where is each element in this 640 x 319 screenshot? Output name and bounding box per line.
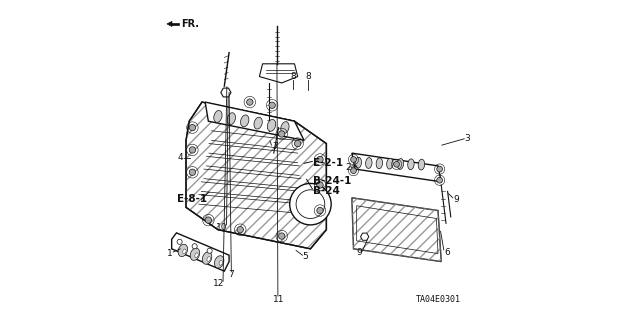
Ellipse shape (182, 249, 186, 254)
Polygon shape (167, 21, 172, 26)
Circle shape (189, 147, 196, 153)
Text: 1: 1 (167, 249, 173, 258)
Circle shape (278, 233, 285, 239)
Text: 8: 8 (305, 72, 311, 81)
Polygon shape (172, 233, 229, 271)
Circle shape (436, 177, 442, 183)
Circle shape (351, 168, 356, 174)
Polygon shape (221, 88, 231, 97)
Text: E-8-1: E-8-1 (177, 194, 207, 204)
Ellipse shape (195, 253, 198, 257)
Text: 4: 4 (177, 153, 183, 162)
Circle shape (394, 161, 399, 167)
Text: 8: 8 (290, 72, 296, 81)
Circle shape (189, 124, 196, 131)
Text: E-2-1: E-2-1 (313, 158, 343, 168)
Ellipse shape (387, 158, 393, 169)
Text: 12: 12 (213, 279, 224, 288)
Circle shape (278, 131, 285, 137)
Ellipse shape (365, 158, 372, 168)
Text: 3: 3 (465, 134, 470, 143)
Text: 9: 9 (454, 195, 460, 204)
Ellipse shape (408, 159, 414, 170)
Ellipse shape (219, 261, 223, 265)
Circle shape (294, 140, 301, 147)
Ellipse shape (214, 110, 222, 122)
Circle shape (290, 183, 331, 225)
Polygon shape (205, 102, 304, 140)
Ellipse shape (241, 115, 249, 127)
Ellipse shape (227, 113, 236, 125)
Circle shape (237, 226, 243, 233)
Circle shape (246, 99, 253, 105)
Ellipse shape (202, 252, 212, 264)
Ellipse shape (397, 159, 404, 169)
Ellipse shape (214, 256, 224, 268)
Circle shape (317, 207, 323, 214)
Text: 7: 7 (272, 142, 278, 151)
Circle shape (192, 244, 197, 249)
Text: 9: 9 (356, 248, 362, 256)
Text: 11: 11 (273, 295, 285, 304)
Polygon shape (352, 198, 441, 262)
Polygon shape (352, 153, 441, 182)
Circle shape (317, 156, 323, 163)
Circle shape (436, 166, 442, 172)
Polygon shape (360, 233, 369, 240)
Circle shape (351, 157, 356, 162)
Ellipse shape (254, 117, 262, 129)
Ellipse shape (207, 257, 211, 261)
Circle shape (177, 239, 182, 244)
Polygon shape (172, 23, 179, 25)
Text: B-24-1: B-24-1 (313, 176, 351, 186)
Circle shape (269, 102, 275, 108)
Text: 7: 7 (228, 271, 234, 279)
Circle shape (205, 217, 212, 223)
Ellipse shape (268, 119, 276, 131)
Text: FR.: FR. (181, 19, 199, 29)
Circle shape (317, 182, 323, 188)
Ellipse shape (355, 157, 362, 168)
Ellipse shape (190, 248, 200, 260)
Text: 2: 2 (345, 163, 351, 172)
Circle shape (189, 169, 196, 175)
Polygon shape (259, 64, 298, 83)
Polygon shape (186, 102, 326, 249)
Text: 10: 10 (216, 223, 228, 232)
Text: B-24: B-24 (313, 186, 340, 196)
Text: 6: 6 (444, 248, 450, 256)
Text: 5: 5 (303, 252, 308, 261)
Ellipse shape (376, 158, 383, 169)
Ellipse shape (281, 122, 289, 134)
Ellipse shape (418, 159, 425, 170)
Text: TA04E0301: TA04E0301 (415, 295, 461, 304)
Circle shape (207, 248, 212, 253)
Ellipse shape (178, 244, 188, 256)
